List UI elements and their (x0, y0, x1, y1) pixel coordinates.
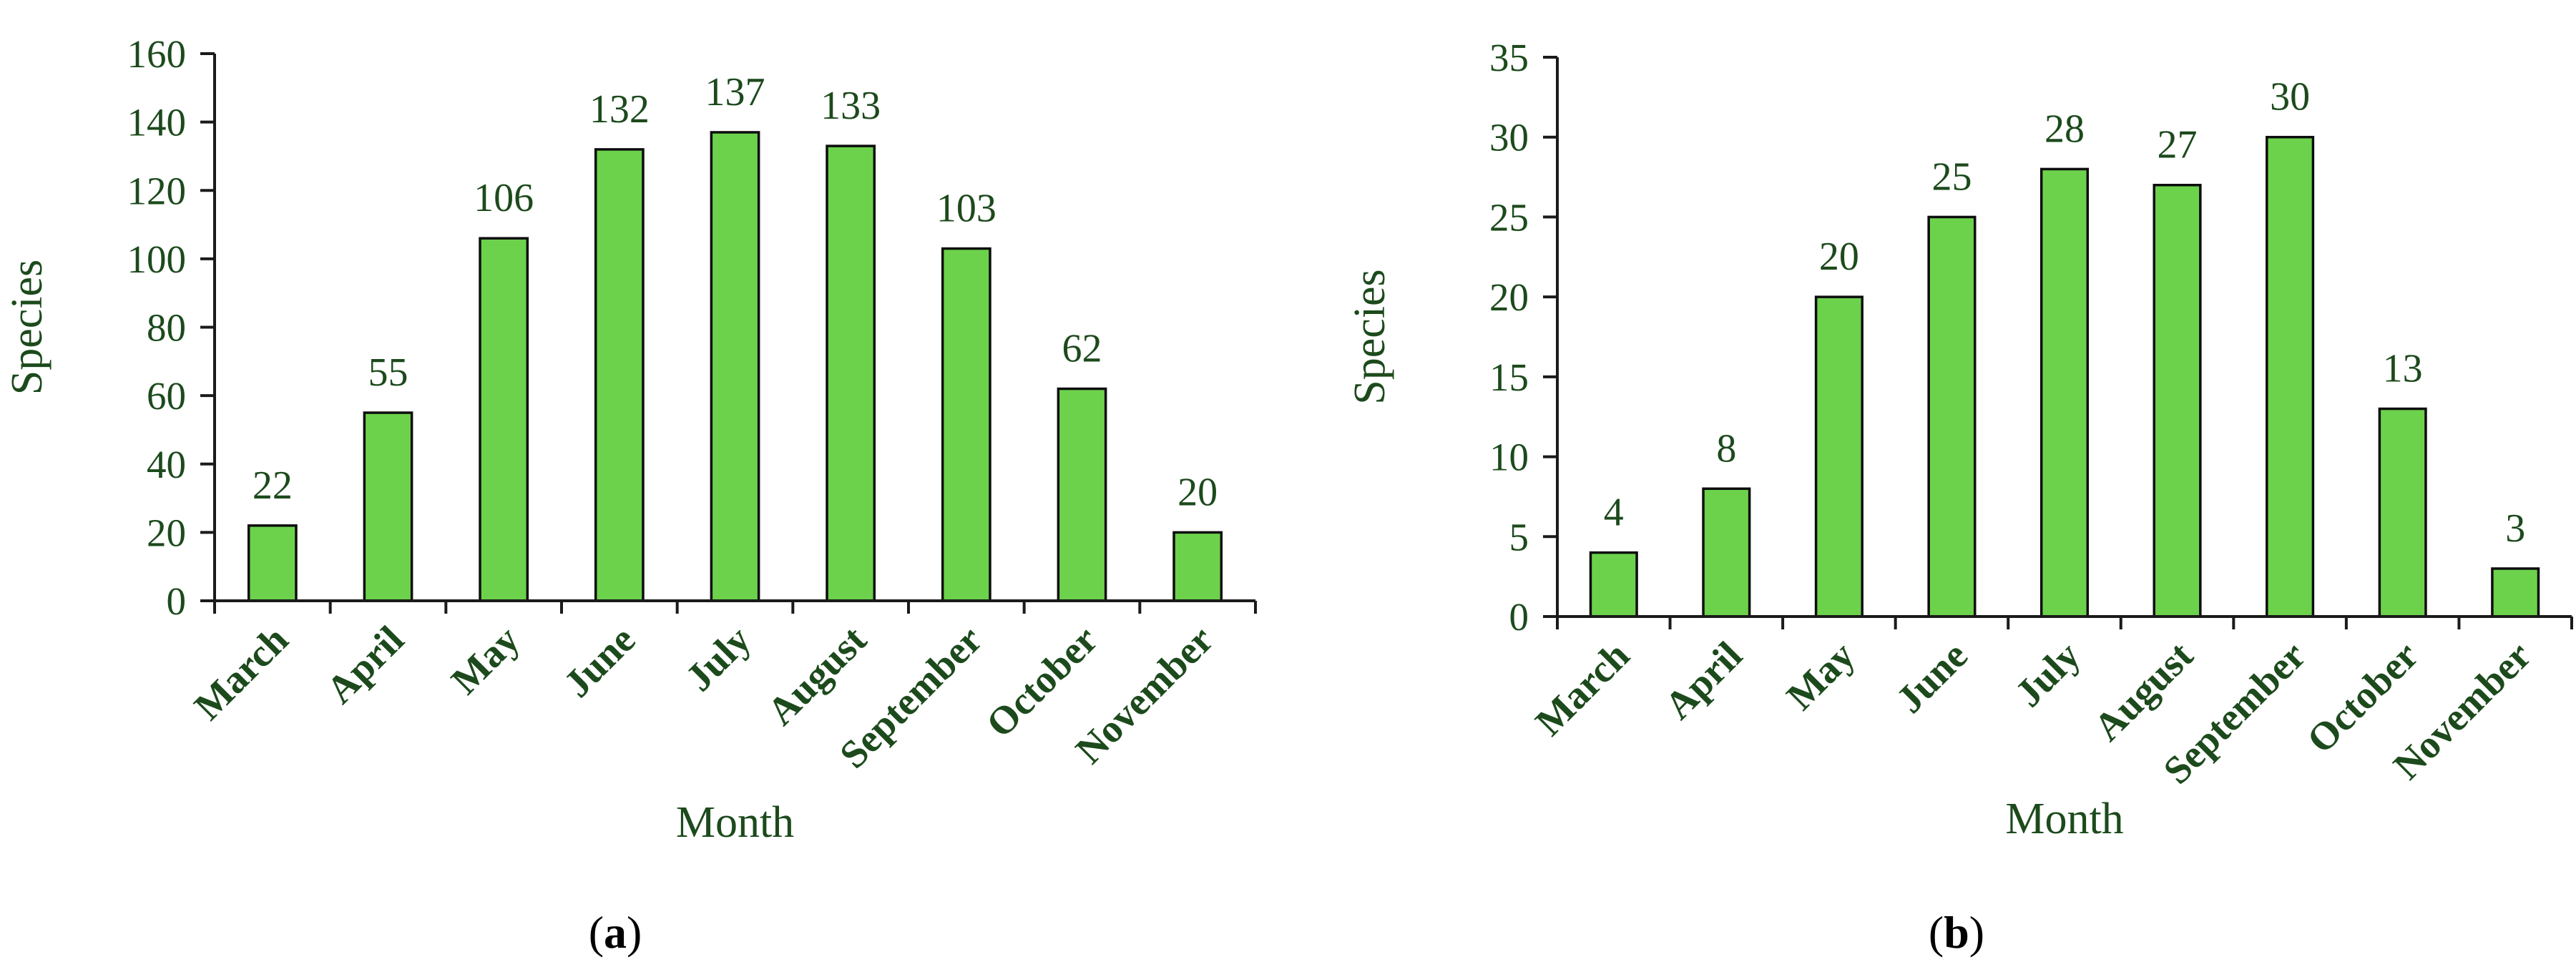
panel-label-letter: b (1944, 907, 1969, 958)
bar (941, 247, 991, 602)
data-label: 13 (2383, 347, 2423, 391)
bars (247, 131, 1223, 602)
y-tick-label: 20 (1489, 275, 1529, 319)
bar (479, 237, 529, 602)
x-axis (1556, 615, 2573, 629)
category-label: June (1888, 633, 1976, 721)
data-label: 20 (1177, 470, 1218, 514)
category-label: April (1656, 633, 1750, 727)
y-axis-title: Species (3, 260, 52, 395)
category-label: March (186, 617, 297, 728)
category-label: May (443, 617, 528, 702)
y-tick-label: 140 (127, 101, 187, 144)
data-label: 28 (2044, 107, 2085, 151)
bar-labels: 22 55 106 132 137 133 103 62 20 (253, 70, 1218, 514)
data-label: 106 (474, 176, 534, 220)
bar (1927, 215, 1977, 618)
panel-label: (b) (1929, 907, 1984, 958)
panel-label-open: ( (589, 907, 604, 958)
y-tick-label: 40 (147, 443, 186, 486)
data-label: 133 (821, 84, 881, 128)
y-tick-label: 5 (1509, 515, 1529, 559)
y-axis-title: Species (1346, 269, 1394, 404)
data-label: 22 (253, 463, 293, 508)
bar (826, 144, 876, 602)
data-label: 137 (705, 70, 765, 114)
bar (363, 411, 413, 602)
y-tick-label: 160 (127, 32, 187, 76)
category-label: July (677, 617, 759, 699)
bar (2491, 567, 2540, 618)
bar (2039, 167, 2090, 618)
x-axis-title: Month (676, 798, 794, 847)
panel-label-close: ) (1969, 907, 1984, 958)
panel-label: (a) (589, 907, 642, 958)
y-axis: 0 5 10 15 20 25 30 35 (1489, 36, 1559, 639)
chart-panel-b: 4 8 20 25 28 27 30 13 3 0 5 10 15 20 25 30 35 March Apri… (1346, 36, 2573, 958)
bar (2378, 407, 2427, 618)
bar (1172, 531, 1223, 602)
y-tick-label: 15 (1489, 355, 1529, 399)
y-tick-label: 0 (167, 579, 187, 623)
data-label: 132 (589, 87, 650, 132)
data-label: 62 (1062, 327, 1102, 371)
bar (1057, 387, 1107, 602)
y-axis: 0 20 40 60 80 100 120 140 160 (127, 32, 216, 623)
bars (1589, 135, 2540, 618)
bar (247, 524, 298, 602)
y-tick-label: 30 (1489, 116, 1529, 159)
y-tick-label: 80 (147, 306, 186, 350)
y-tick-label: 25 (1489, 195, 1529, 239)
data-label: 103 (936, 187, 996, 231)
y-tick-label: 10 (1489, 436, 1529, 479)
y-tick-label: 120 (127, 169, 187, 212)
data-label: 20 (1819, 235, 1859, 279)
bar (2153, 183, 2202, 618)
category-label: August (759, 617, 875, 733)
data-label: 3 (2505, 506, 2525, 551)
category-label: May (1778, 633, 1864, 718)
bar (2266, 135, 2315, 618)
bar (594, 148, 645, 602)
category-label: July (2007, 633, 2088, 715)
data-label: 27 (2158, 123, 2198, 167)
panel-label-letter: a (604, 907, 627, 958)
panel-label-close: ) (627, 907, 642, 958)
panel-label-open: ( (1929, 907, 1944, 958)
bar (1814, 295, 1864, 618)
bar (1589, 551, 1638, 618)
data-label: 8 (1716, 426, 1736, 471)
data-label: 30 (2270, 75, 2310, 119)
y-tick-label: 60 (147, 374, 186, 418)
bar (1702, 487, 1751, 618)
y-tick-label: 100 (127, 237, 187, 281)
x-axis-title: Month (2005, 795, 2123, 843)
data-label: 55 (368, 350, 408, 395)
y-tick-label: 20 (147, 511, 186, 554)
data-label: 25 (1931, 154, 1972, 199)
category-label: April (318, 617, 412, 712)
category-label: June (555, 617, 643, 705)
chart-panel-a: 22 55 106 132 137 133 103 62 20 0 20 40 60 80 100 120 1… (3, 32, 1257, 958)
bar-labels: 4 8 20 25 28 27 30 13 3 (1604, 75, 2525, 551)
bar (710, 131, 760, 602)
y-tick-label: 35 (1489, 36, 1529, 79)
x-axis (213, 599, 1257, 614)
category-label: March (1527, 633, 1638, 744)
data-label: 4 (1604, 491, 1624, 535)
y-tick-label: 0 (1509, 595, 1529, 639)
